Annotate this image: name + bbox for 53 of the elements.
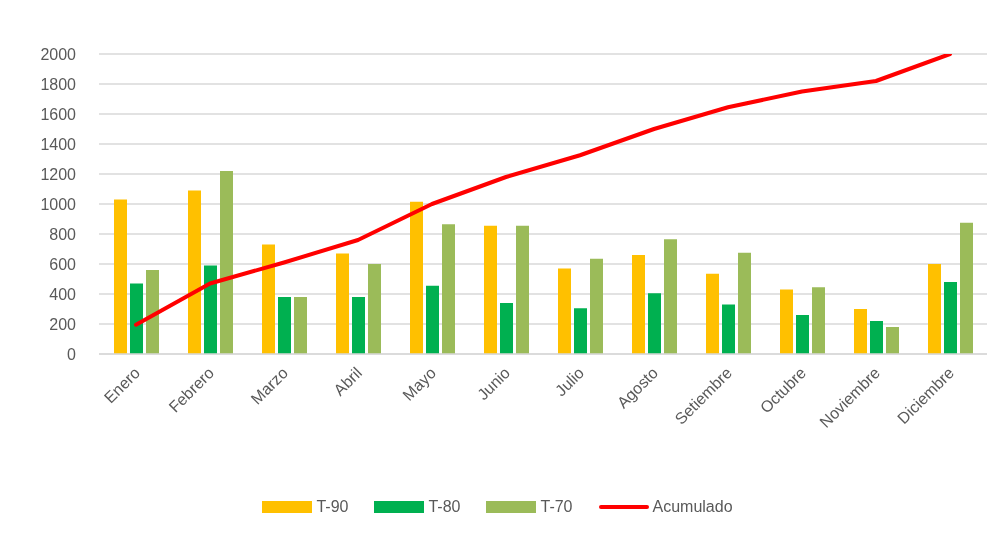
bar: [928, 264, 941, 354]
bar: [706, 273, 719, 354]
bar: [664, 239, 677, 354]
bar: [796, 315, 809, 354]
bar: [442, 224, 455, 354]
bar: [780, 289, 793, 354]
bar: [516, 225, 529, 354]
bar: [722, 304, 735, 354]
bar: [336, 253, 349, 354]
legend-label: T-90: [316, 498, 349, 516]
legend-label: Acumulado: [652, 498, 733, 516]
y-tick-label: 0: [67, 345, 77, 363]
bar: [648, 293, 661, 354]
y-tick-label: 1200: [40, 165, 77, 183]
bar: [484, 225, 497, 354]
x-tick-label: Julio: [551, 364, 588, 400]
y-tick-label: 1000: [40, 195, 77, 213]
bar: [960, 222, 973, 354]
bar: [146, 270, 159, 354]
y-tick-label: 400: [49, 285, 77, 303]
y-tick-label: 200: [49, 315, 77, 333]
bar: [278, 297, 291, 354]
bar: [204, 265, 217, 354]
bar: [220, 171, 233, 354]
bar: [114, 199, 127, 354]
bar: [410, 201, 423, 354]
bar: [130, 283, 143, 354]
bar: [590, 258, 603, 354]
bar: [426, 285, 439, 354]
y-tick-label: 1600: [40, 105, 77, 123]
bar: [352, 297, 365, 354]
bar: [944, 282, 957, 354]
bar: [870, 321, 883, 354]
bar: [574, 308, 587, 354]
legend-label: T-80: [428, 498, 461, 516]
bar: [368, 264, 381, 354]
bar: [262, 244, 275, 354]
bar: [854, 309, 867, 354]
bar: [632, 255, 645, 354]
y-tick-label: 800: [49, 225, 77, 243]
legend-label: T-70: [540, 498, 573, 516]
y-tick-label: 2000: [40, 45, 77, 63]
y-tick-label: 1800: [40, 75, 77, 93]
bar: [294, 297, 307, 354]
y-tick-label: 600: [49, 255, 77, 273]
bar: [738, 252, 751, 354]
bar: [812, 287, 825, 354]
y-tick-label: 1400: [40, 135, 77, 153]
bar: [500, 303, 513, 354]
bar: [558, 268, 571, 354]
bar: [886, 327, 899, 354]
bar: [188, 190, 201, 354]
line-series: [134, 54, 952, 327]
